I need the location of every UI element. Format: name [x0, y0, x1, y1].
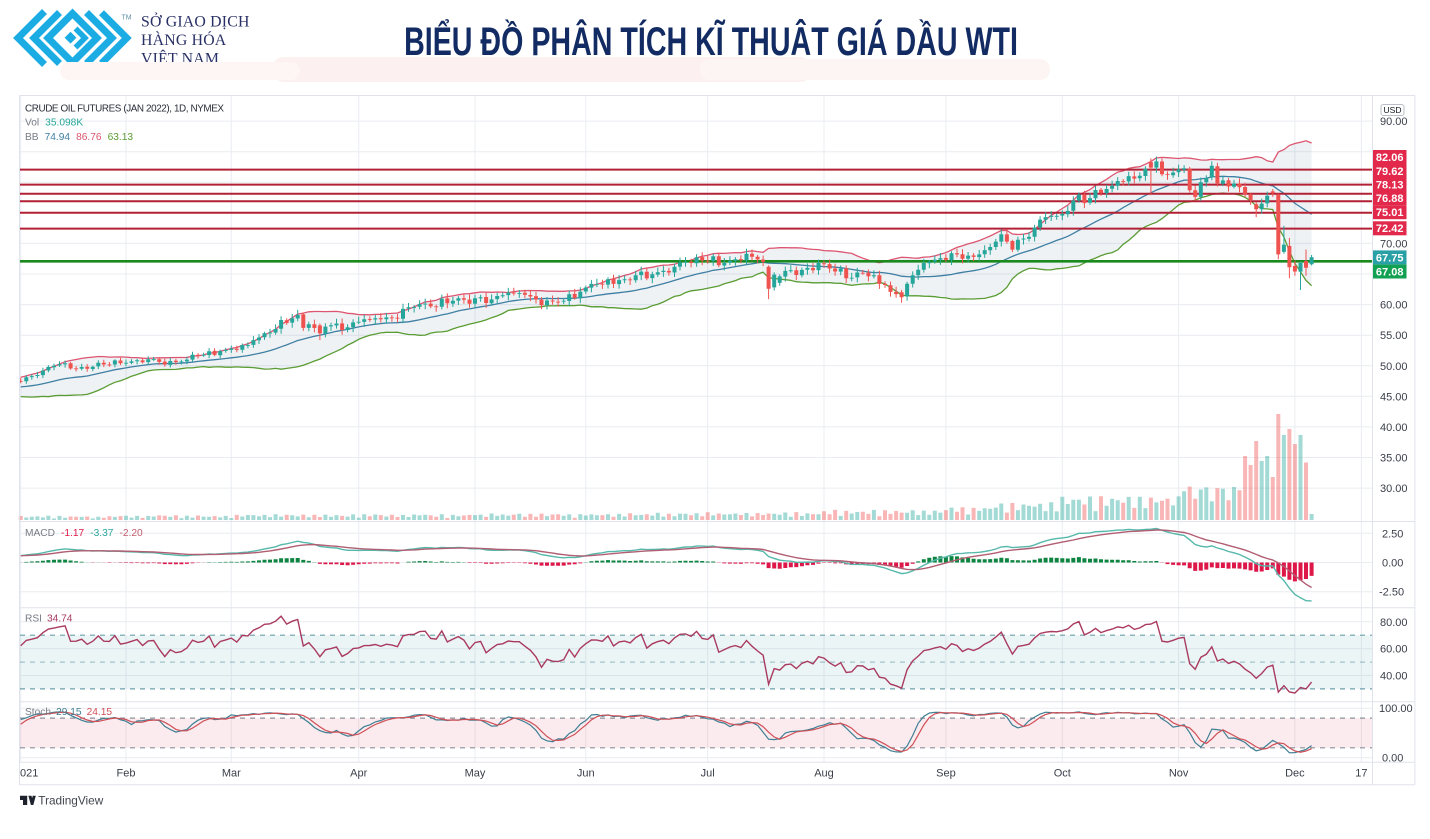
- svg-text:Oct: Oct: [1054, 768, 1071, 780]
- svg-text:60.00: 60.00: [1380, 300, 1408, 312]
- svg-text:2.50: 2.50: [1382, 528, 1403, 540]
- svg-text:0.00: 0.00: [1382, 558, 1403, 570]
- svg-text:50.00: 50.00: [1380, 361, 1408, 373]
- svg-text:82.06: 82.06: [1376, 152, 1404, 164]
- svg-text:67.75: 67.75: [1376, 252, 1404, 264]
- svg-text:MACD-1.17-3.37-2.20: MACD -1.17 -3.37 -2.20: [25, 528, 143, 539]
- svg-text:60.00: 60.00: [1380, 644, 1408, 656]
- svg-text:17: 17: [1355, 768, 1367, 780]
- svg-text:Feb: Feb: [117, 768, 136, 780]
- svg-text:40.00: 40.00: [1380, 422, 1408, 434]
- svg-text:Aug: Aug: [814, 768, 834, 780]
- svg-text:Mar: Mar: [222, 768, 241, 780]
- svg-text:70.00: 70.00: [1380, 238, 1408, 250]
- svg-text:Jul: Jul: [701, 768, 715, 780]
- svg-text:-2.50: -2.50: [1379, 587, 1404, 599]
- svg-text:Dec: Dec: [1285, 768, 1305, 780]
- svg-text:021: 021: [20, 768, 38, 780]
- svg-text:30.00: 30.00: [1380, 483, 1408, 495]
- svg-text:80.00: 80.00: [1380, 617, 1408, 629]
- svg-text:55.00: 55.00: [1380, 330, 1408, 342]
- svg-text:35.00: 35.00: [1380, 453, 1408, 465]
- svg-text:76.88: 76.88: [1376, 193, 1404, 205]
- svg-text:Sep: Sep: [936, 768, 956, 780]
- svg-text:BIỂU ĐỒ PHÂN TÍCH KĨ THUẬT GIÁ: BIỂU ĐỒ PHÂN TÍCH KĨ THUẬT GIÁ DẦU WTI: [404, 18, 1018, 64]
- svg-text:100.00: 100.00: [1379, 703, 1413, 715]
- svg-text:0.00: 0.00: [1382, 753, 1403, 765]
- svg-text:67.08: 67.08: [1376, 266, 1404, 278]
- svg-text:TradingView: TradingView: [38, 794, 103, 808]
- svg-text:CRUDE OIL FUTURES (JAN 2022),: CRUDE OIL FUTURES (JAN 2022), 1D, NYMEX: [25, 104, 224, 115]
- svg-text:79.62: 79.62: [1376, 166, 1404, 178]
- svg-text:HÀNG HÓA: HÀNG HÓA: [141, 30, 227, 49]
- svg-text:May: May: [465, 768, 486, 780]
- svg-text:TM: TM: [122, 15, 132, 22]
- svg-text:40.00: 40.00: [1380, 671, 1408, 683]
- svg-text:45.00: 45.00: [1380, 391, 1408, 403]
- svg-text:Jun: Jun: [577, 768, 595, 780]
- svg-text:USD: USD: [1384, 105, 1402, 115]
- svg-text:78.13: 78.13: [1376, 179, 1404, 191]
- svg-text:75.01: 75.01: [1376, 207, 1404, 219]
- svg-text:72.42: 72.42: [1376, 223, 1404, 235]
- svg-text:Apr: Apr: [350, 768, 367, 780]
- svg-text:90.00: 90.00: [1380, 116, 1408, 128]
- svg-text:SỞ GIAO DỊCH: SỞ GIAO DỊCH: [141, 11, 250, 30]
- svg-text:Nov: Nov: [1169, 768, 1189, 780]
